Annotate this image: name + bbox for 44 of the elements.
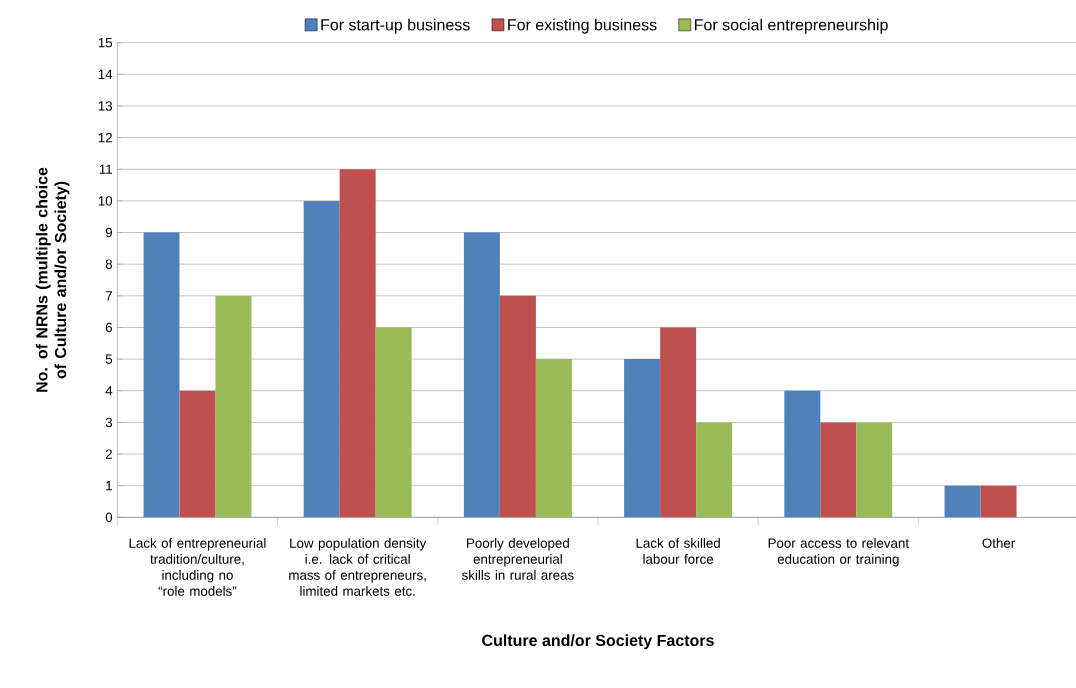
y-tick-label: 14 — [98, 69, 113, 79]
bar — [499, 295, 536, 518]
bar — [215, 295, 252, 518]
bar — [375, 327, 412, 518]
bar — [179, 390, 216, 518]
x-axis-title: Culture and/or Society Factors — [482, 634, 714, 650]
bar — [463, 232, 500, 518]
x-tick-label: Low population density i.e. lack of critical mass of entrepreneurs, limited markets etc. — [289, 538, 427, 596]
x-tick-label: Poor access to relevant education or training — [768, 538, 909, 567]
bar — [980, 485, 1017, 518]
legend-label: For existing business — [508, 18, 657, 34]
bar — [143, 232, 180, 518]
legend-label: For social entrepreneurship — [695, 18, 888, 34]
bar — [624, 359, 661, 518]
y-tick-label: 8 — [105, 259, 113, 269]
x-tick-label: Other — [982, 538, 1016, 548]
y-tick-label: 13 — [98, 101, 113, 111]
y-tick-label: 9 — [105, 227, 113, 238]
y-tick-label: 7 — [105, 291, 112, 301]
bar — [944, 485, 981, 518]
bar — [696, 422, 733, 518]
y-tick-label: 0 — [105, 512, 113, 523]
x-tick-label: Lack of skilled labour force — [636, 538, 720, 564]
bar — [303, 200, 340, 518]
y-tick-label: 11 — [99, 164, 112, 174]
bar — [535, 359, 572, 518]
legend-label: For start-up business — [321, 18, 470, 34]
y-tick-label: 2 — [105, 449, 112, 459]
y-tick-label: 15 — [98, 38, 113, 48]
x-tick-label: Lack of entrepreneurial tradition/culture, including no “role models” — [129, 538, 266, 596]
y-axis-title: No. of NRNs (multiple choice of Culture and/or Society) — [35, 167, 70, 392]
y-tick-label: 10 — [98, 196, 113, 206]
y-tick-label: 3 — [105, 417, 113, 428]
bar — [856, 422, 893, 518]
bar — [784, 390, 821, 518]
bar — [660, 327, 697, 518]
y-tick-label: 1 — [106, 481, 112, 491]
y-tick-label: 4 — [105, 386, 113, 396]
y-tick-label: 5 — [105, 354, 113, 364]
x-tick-label: Poorly developed entrepreneurial skills in rural areas — [461, 538, 574, 580]
bar — [339, 169, 376, 518]
bar — [820, 422, 857, 518]
y-tick-label: 6 — [105, 322, 113, 333]
y-tick-label: 12 — [98, 132, 112, 143]
